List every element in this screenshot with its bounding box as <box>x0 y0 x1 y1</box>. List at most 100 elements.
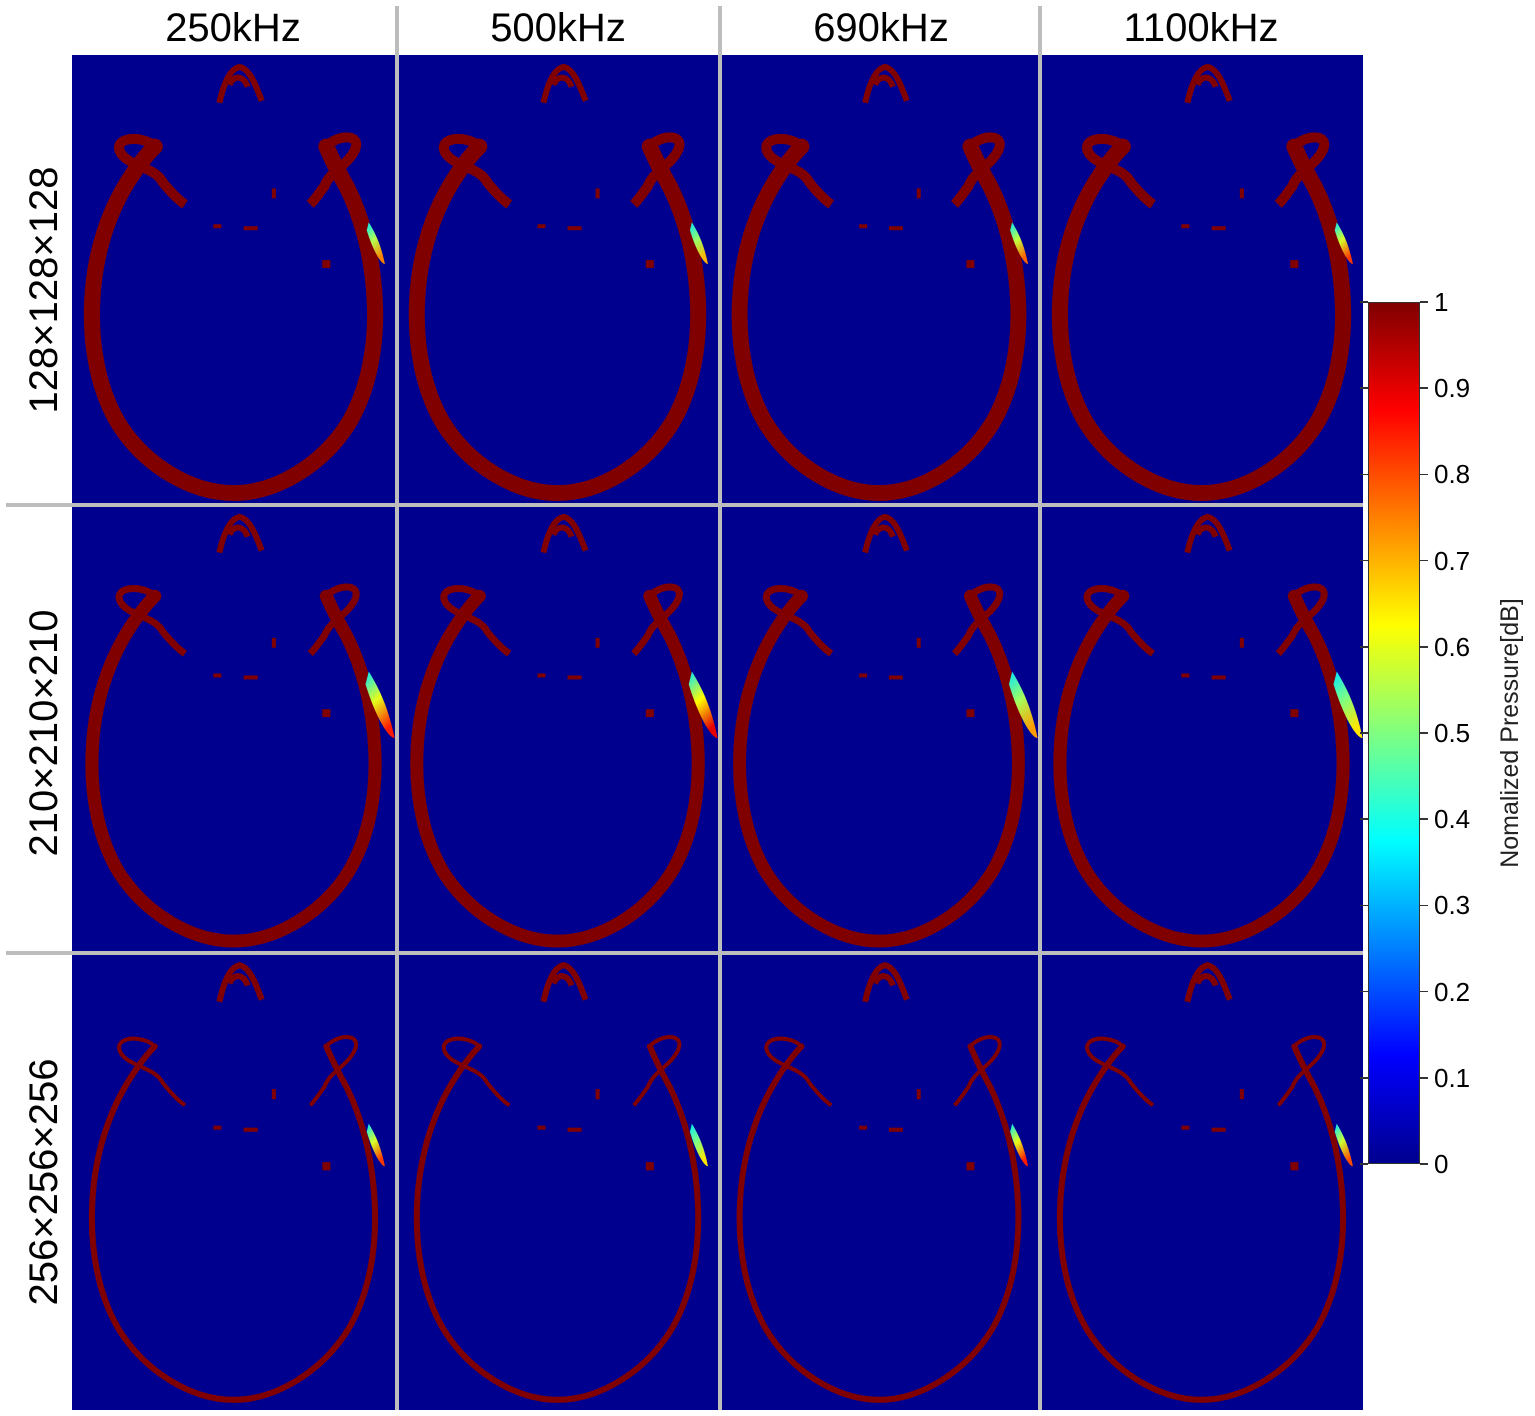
bone-fragment <box>888 226 903 231</box>
bone-fragment <box>322 1162 331 1171</box>
focal-spot <box>689 1123 708 1167</box>
bone-fragment <box>271 1089 276 1100</box>
colorbar-tick-label: 0.9 <box>1434 373 1471 404</box>
colorbar-tick-mark <box>1420 990 1428 993</box>
colorbar-tick-mark <box>1360 473 1368 476</box>
colorbar-tick-label: 0.5 <box>1434 718 1471 748</box>
bone-fragment <box>213 224 222 229</box>
bone-fragment <box>859 224 868 229</box>
bone-fragment <box>243 226 258 231</box>
bone-fragment <box>271 637 276 648</box>
divider-vertical-2 <box>718 6 722 1410</box>
orbit-left <box>763 585 834 657</box>
orbit-right <box>632 1035 682 1107</box>
bone-fragment <box>888 1127 903 1132</box>
bone-fragment <box>966 260 975 269</box>
panel-r1-c3 <box>720 55 1038 503</box>
colorbar-tick-mark <box>1420 1163 1428 1165</box>
bone-fragment <box>537 673 546 678</box>
panel-r2-c1 <box>72 505 395 951</box>
orbit-left <box>440 585 512 657</box>
bone-fragment <box>1211 675 1226 680</box>
colorbar-tick-mark <box>1360 1077 1368 1079</box>
panel-background <box>397 953 718 1410</box>
orbit-right <box>308 1035 359 1107</box>
panel-r1-c1 <box>72 55 395 503</box>
skull-outline <box>408 138 707 502</box>
panel-background <box>720 953 1038 1410</box>
panel-r3-c2 <box>397 953 718 1410</box>
colorbar-tick-mark <box>1420 473 1428 476</box>
nasal-structure <box>1184 513 1233 554</box>
colorbar-tick-mark <box>1360 559 1368 562</box>
colorbar-tick-label: 0.6 <box>1434 631 1471 662</box>
focal-spot <box>689 222 708 265</box>
colorbar-tick-label: 0 <box>1434 1149 1449 1179</box>
orbit-left <box>114 133 188 209</box>
orbit-right <box>630 132 685 208</box>
panel-r1-c4 <box>1040 55 1363 503</box>
colorbar-tick-mark <box>1420 387 1428 389</box>
bone-fragment <box>1290 709 1299 718</box>
colorbar <box>1368 302 1420 1164</box>
colorbar-tick-mark <box>1420 301 1428 303</box>
colorbar-tick-label: 0.2 <box>1434 976 1471 1007</box>
orbit-left <box>117 1036 187 1108</box>
column-title-690khz: 690kHz <box>813 6 949 50</box>
bone-fragment <box>243 675 258 680</box>
focal-spot <box>365 671 395 739</box>
focal-spot <box>366 1123 385 1167</box>
colorbar-tick-mark <box>1420 818 1428 820</box>
colorbar-tick-mark <box>1360 301 1368 303</box>
colorbar-tick-label: 0.8 <box>1434 459 1471 490</box>
bone-fragment <box>966 709 975 718</box>
bone-fragment <box>859 673 868 678</box>
colorbar-tick-mark <box>1360 646 1368 648</box>
row-title-256: 256×256×256 <box>22 1058 66 1306</box>
colorbar-tick-label: 0.3 <box>1434 890 1471 921</box>
skull-outline <box>413 1043 702 1403</box>
panel-r3-c1 <box>72 953 395 1410</box>
skull-outline <box>410 589 705 948</box>
bone-fragment <box>1239 188 1244 199</box>
orbit-right <box>950 132 1005 208</box>
bone-fragment <box>567 1127 582 1132</box>
panel-r3-c3 <box>720 953 1038 1410</box>
bone-fragment <box>595 637 600 648</box>
focal-spot <box>1333 671 1363 739</box>
panel-background <box>1040 953 1363 1410</box>
bone-fragment <box>1239 637 1244 648</box>
skull-outline <box>1051 138 1352 502</box>
colorbar-tick-label: 0.7 <box>1434 545 1471 576</box>
colorbar-tick-label: 0.1 <box>1434 1062 1471 1093</box>
colorbar-tick-mark <box>1420 1077 1428 1079</box>
panel-background <box>72 953 395 1410</box>
skull-outline <box>88 1043 379 1403</box>
bone-fragment <box>567 226 582 231</box>
orbit-right <box>1275 583 1328 657</box>
orbit-left <box>115 585 188 657</box>
orbit-left <box>438 133 513 209</box>
focal-spot <box>1008 671 1038 739</box>
focal-spot <box>1334 1123 1353 1167</box>
colorbar-label: Nomalized Pressure[dB] <box>1496 598 1524 868</box>
bone-fragment <box>213 1125 222 1130</box>
colorbar-tick-mark <box>1420 646 1428 648</box>
bone-fragment <box>243 1127 258 1132</box>
colorbar-tick-mark <box>1360 1163 1368 1165</box>
focal-spot <box>1010 222 1029 265</box>
colorbar-tick-mark <box>1360 904 1368 907</box>
bone-fragment <box>595 1089 600 1100</box>
focal-spot <box>688 671 718 739</box>
bone-fragment <box>916 1089 921 1100</box>
panel-r2-c2 <box>397 505 718 951</box>
colorbar-tick-mark <box>1420 559 1428 562</box>
orbit-left <box>764 1036 833 1108</box>
focal-spot <box>366 222 385 265</box>
panel-r2-c3 <box>720 505 1038 951</box>
divider-horizontal-1 <box>6 503 1363 507</box>
bone-fragment <box>1181 224 1190 229</box>
orbit-right <box>953 1035 1002 1107</box>
colorbar-tick-label: 1 <box>1434 287 1449 317</box>
